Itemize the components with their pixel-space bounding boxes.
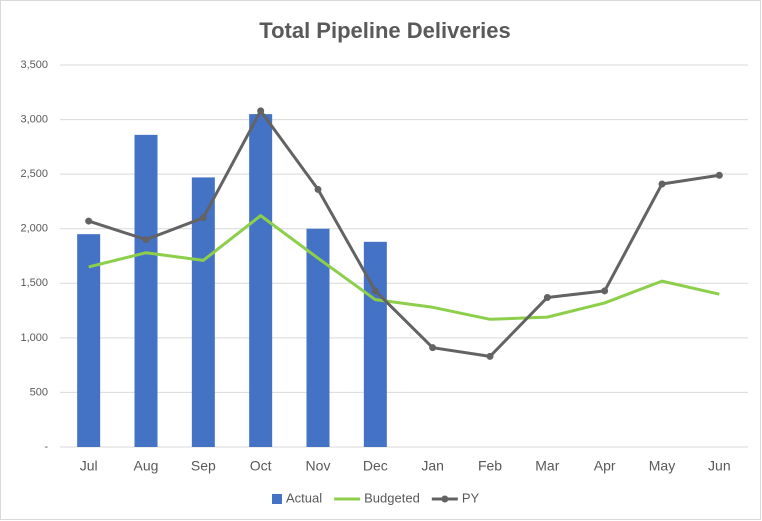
line-marker [658, 180, 666, 188]
y-tick-label: 2,500 [20, 168, 48, 180]
bar [191, 177, 215, 447]
x-tick-label: Oct [250, 458, 272, 474]
legend-swatch [272, 494, 282, 504]
x-tick-label: Aug [134, 458, 159, 474]
line-marker [371, 287, 379, 295]
y-tick-label: 500 [30, 386, 48, 398]
y-tick-label: 1,500 [20, 277, 48, 289]
x-tick-label: Nov [306, 458, 331, 474]
y-tick-label: 1,000 [20, 332, 48, 344]
y-tick-label: 2,000 [20, 223, 48, 235]
y-tick-label: 3,500 [20, 59, 48, 71]
line-marker [142, 236, 150, 244]
y-tick-label: 3,000 [20, 113, 48, 125]
legend-marker [441, 495, 449, 503]
bar [306, 228, 330, 447]
x-tick-label: Jul [80, 458, 98, 474]
x-tick-label: Apr [594, 458, 616, 474]
line-marker [601, 287, 609, 295]
line-marker [257, 107, 265, 115]
x-tick-label: Jan [421, 458, 444, 474]
line-marker [715, 171, 723, 179]
x-tick-label: Sep [191, 458, 216, 474]
x-tick-label: Mar [535, 458, 559, 474]
line [88, 109, 720, 358]
line-marker [314, 185, 322, 193]
bar [77, 234, 101, 447]
bar [363, 241, 387, 447]
line [88, 214, 720, 321]
legend-label: PY [462, 490, 480, 505]
line-marker [199, 214, 207, 222]
x-tick-label: Dec [363, 458, 388, 474]
bar [134, 134, 158, 447]
line-marker [429, 344, 437, 352]
line-marker [486, 352, 494, 360]
chart-title: Total Pipeline Deliveries [259, 18, 510, 43]
x-tick-label: Jun [708, 458, 731, 474]
y-tick-label: - [44, 441, 48, 453]
bar [249, 114, 273, 447]
legend-label: Budgeted [364, 490, 420, 505]
legend-label: Actual [286, 490, 322, 505]
x-tick-label: Feb [478, 458, 502, 474]
x-tick-label: May [649, 458, 675, 474]
line-marker [85, 217, 93, 225]
line-marker [543, 293, 551, 301]
